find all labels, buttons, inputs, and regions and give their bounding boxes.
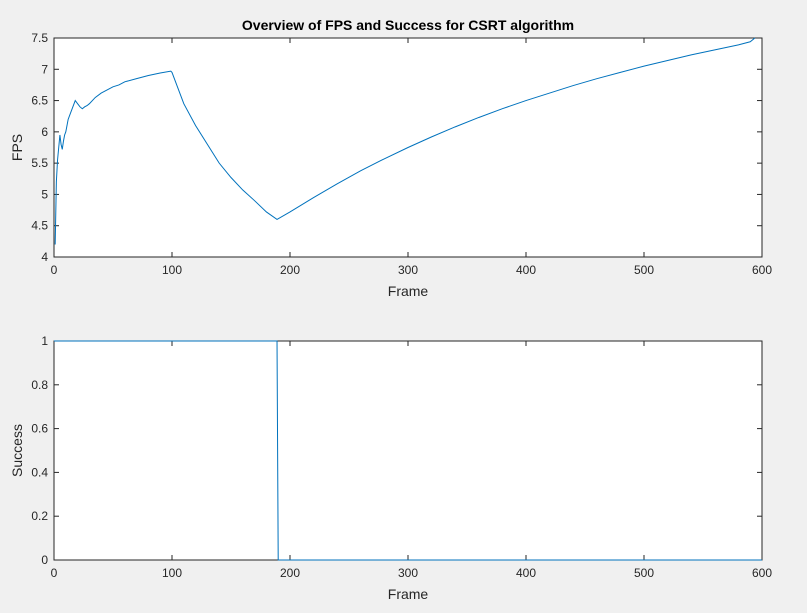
fps-x-tick-label: 300 [398,263,418,277]
fps-x-tick-label: 100 [162,263,182,277]
fps-y-tick-label: 5 [41,187,48,201]
fps-x-tick-label: 200 [280,263,300,277]
success-x-tick-label: 500 [634,566,654,580]
fps-y-tick-label: 4 [41,250,48,264]
success-x-tick-label: 300 [398,566,418,580]
fps-x-tick-label: 500 [634,263,654,277]
success-x-tick-label: 100 [162,566,182,580]
fps-series-line [54,37,756,245]
success-plot-area [53,340,763,561]
fps-x-axis-label: Frame [388,283,429,299]
success-y-tick-label: 1 [41,334,48,348]
chart-title: Overview of FPS and Success for CSRT alg… [242,17,574,33]
fps-x-tick-label: 400 [516,263,536,277]
success-y-tick-label: 0 [41,553,48,567]
success-x-tick-label: 600 [752,566,772,580]
success-x-tick-label: 200 [280,566,300,580]
success-y-tick-label: 0.4 [31,465,48,479]
fps-y-tick-label: 6 [41,125,48,139]
success-x-tick-label: 400 [516,566,536,580]
fps-y-axis-label: FPS [9,134,25,161]
fps-y-tick-label: 7 [41,62,48,76]
fps-x-tick-label: 600 [752,263,772,277]
fps-axes: 0 100 200 300 400 500 600 4 4.5 5 5.5 6 6.5 7 7.5 Fram… [9,31,772,299]
success-ticks: 0 100 200 300 400 500 600 0 0.2 0.4 0.6 0.8 1 [31,334,772,580]
success-y-tick-label: 0.6 [31,422,48,436]
fps-y-tick-label: 6.5 [31,94,48,108]
fps-ticks: 0 100 200 300 400 500 600 4 4.5 5 5.5 6 6.5 7 7.5 [31,31,772,277]
success-x-tick-label: 0 [51,566,58,580]
success-series-line [54,340,762,561]
success-x-axis-label: Frame [388,586,429,602]
success-y-tick-label: 0.2 [31,509,48,523]
success-y-tick-label: 0.8 [31,378,48,392]
fps-y-tick-label: 7.5 [31,31,48,45]
fps-y-tick-label: 4.5 [31,219,48,233]
fps-x-tick-label: 0 [51,263,58,277]
success-y-axis-label: Success [9,424,25,477]
fps-y-tick-label: 5.5 [31,156,48,170]
